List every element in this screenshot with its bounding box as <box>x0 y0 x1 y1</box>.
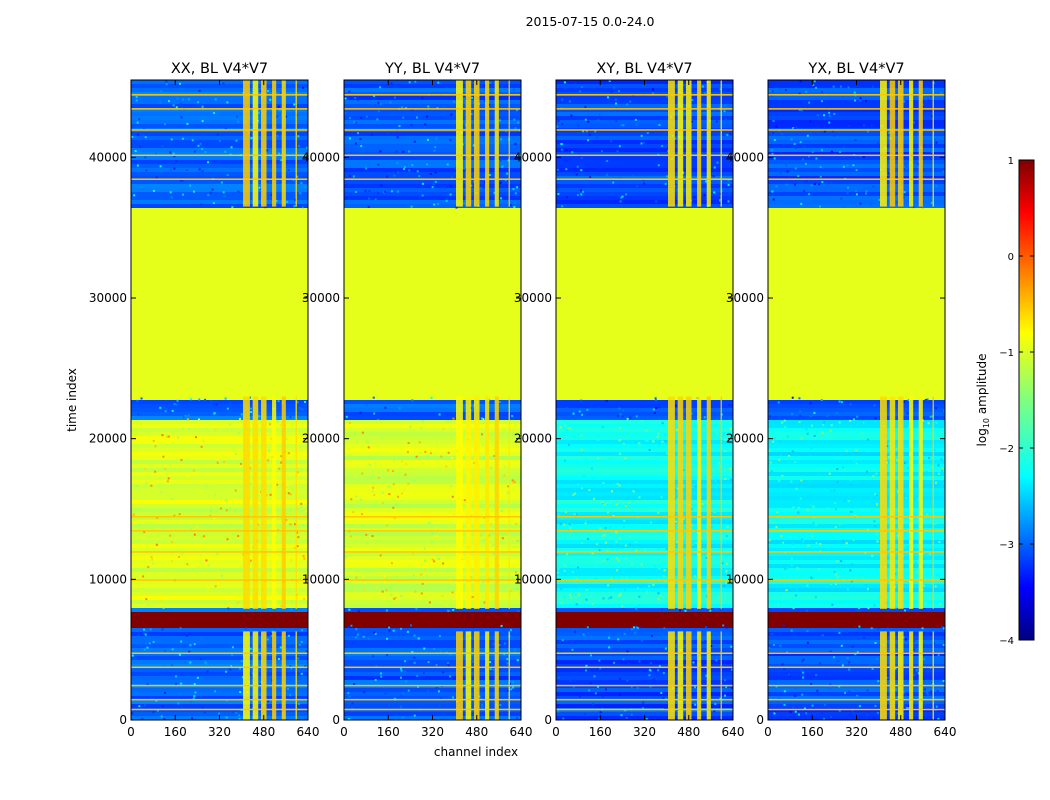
y-tick-label: 20000 <box>89 432 127 446</box>
colorbar-label-log: log <box>975 428 989 446</box>
colorbar-ticks: 1 0 −1 −2 −3 −4 <box>999 156 1034 647</box>
figure-title: 2015-07-15 0.0-24.0 <box>526 14 655 29</box>
panel-yx: YX, BL V4*V7 0 160 320 480 640 0 10000 20000 3000… <box>726 61 957 739</box>
heatmap-image-xx <box>131 80 308 720</box>
heatmap-image-xy <box>556 80 733 720</box>
colorbar-label: log10 amplitude <box>975 354 991 447</box>
y-tick-label: 10000 <box>89 572 127 586</box>
y-tick-label: 40000 <box>726 150 764 164</box>
x-tick-label: 0 <box>340 725 348 739</box>
heatmap-image-yx <box>768 80 945 720</box>
x-tick-label: 0 <box>552 725 560 739</box>
y-tick-label: 30000 <box>89 291 127 305</box>
x-tick-label: 480 <box>252 725 275 739</box>
panel-title: XY, BL V4*V7 <box>596 61 692 77</box>
y-tick-label: 30000 <box>726 291 764 305</box>
colorbar-label-rest: amplitude <box>975 354 989 418</box>
panel-yy: YY, BL V4*V7 0 160 320 480 640 0 10000 20000 3000… <box>302 61 533 739</box>
panel-xy: XY, BL V4*V7 0 160 320 480 640 0 10000 20000 3000… <box>514 61 745 739</box>
panel-xx: XX, BL V4*V7 0 160 320 480 640 0 10000 20000 3000… <box>89 61 320 739</box>
y-tick-label: 10000 <box>302 572 340 586</box>
x-tick-label: 320 <box>845 725 868 739</box>
colorbar-tick-label: −2 <box>999 444 1014 455</box>
y-tick-label: 10000 <box>726 572 764 586</box>
y-tick-label: 0 <box>332 713 340 727</box>
x-tick-label: 640 <box>722 725 745 739</box>
y-tick-label: 40000 <box>302 150 340 164</box>
x-axis-label: channel index <box>434 745 518 759</box>
y-tick-label: 40000 <box>514 150 552 164</box>
colorbar-tick-label: 0 <box>1008 252 1014 263</box>
x-tick-label: 160 <box>589 725 612 739</box>
x-tick-label: 480 <box>465 725 488 739</box>
heatmap-image-yy <box>344 80 521 720</box>
y-tick-label: 0 <box>119 713 127 727</box>
y-tick-label: 30000 <box>302 291 340 305</box>
x-tick-label: 320 <box>633 725 656 739</box>
panel-title: YX, BL V4*V7 <box>807 61 904 77</box>
x-tick-label: 480 <box>677 725 700 739</box>
x-tick-label: 480 <box>889 725 912 739</box>
y-tick-label: 20000 <box>514 432 552 446</box>
y-tick-label: 40000 <box>89 150 127 164</box>
x-tick-label: 160 <box>377 725 400 739</box>
y-axis-label: time index <box>65 368 79 432</box>
colorbar-label-sub: 10 <box>982 418 991 428</box>
x-tick-label: 640 <box>934 725 957 739</box>
y-tick-label: 10000 <box>514 572 552 586</box>
colorbar-tick-label: −4 <box>999 636 1014 647</box>
x-tick-label: 640 <box>297 725 320 739</box>
colorbar-tick-label: −3 <box>999 540 1014 551</box>
y-tick-label: 30000 <box>514 291 552 305</box>
colorbar-tick-label: −1 <box>999 348 1014 359</box>
x-tick-label: 0 <box>764 725 772 739</box>
colorbar-tick-label: 1 <box>1008 156 1014 167</box>
y-tick-label: 20000 <box>726 432 764 446</box>
y-tick-label: 0 <box>544 713 552 727</box>
panel-title: YY, BL V4*V7 <box>384 61 480 77</box>
x-tick-label: 160 <box>164 725 187 739</box>
x-tick-label: 320 <box>208 725 231 739</box>
x-tick-label: 320 <box>421 725 444 739</box>
panels: XX, BL V4*V7 0 160 320 480 640 0 10000 20000 3000… <box>89 61 957 739</box>
y-tick-label: 0 <box>756 713 764 727</box>
panel-title: XX, BL V4*V7 <box>171 61 268 77</box>
colorbar: 10−1−2−3−4 log10 amplitude <box>975 156 1035 647</box>
x-tick-label: 640 <box>510 725 533 739</box>
x-tick-label: 0 <box>127 725 135 739</box>
x-tick-label: 160 <box>801 725 824 739</box>
y-tick-label: 20000 <box>302 432 340 446</box>
colorbar-gradient <box>1018 159 1035 641</box>
